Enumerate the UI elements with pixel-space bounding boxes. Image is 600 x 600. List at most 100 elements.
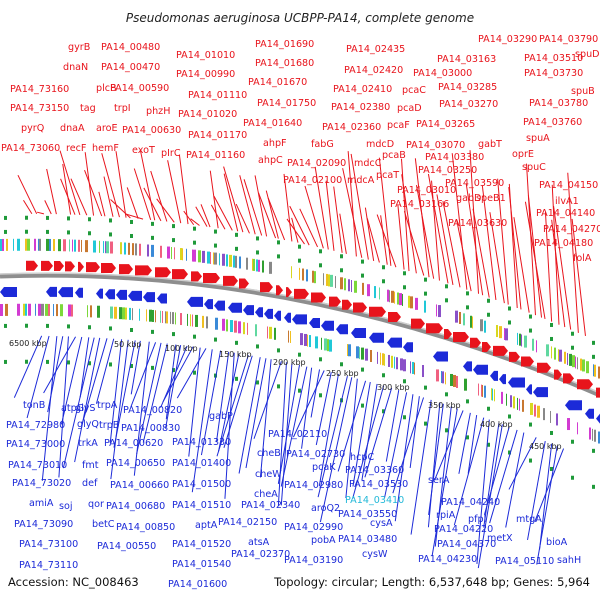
forward-leader-line [333,186,343,253]
gene-label: PA14_00470 [101,62,160,73]
cog-category-block [114,306,117,319]
reverse-gene-arrow [403,342,413,353]
scale-tick-mark [382,373,385,378]
scale-tick-mark [592,340,595,345]
cog-category-block [166,311,168,324]
reverse-leader-line [41,336,58,481]
gene-label: PA14_02730 [286,449,345,460]
scale-tick-mark [88,325,91,330]
gene-label: PA14_01680 [255,58,314,69]
cog-category-block [202,250,205,263]
forward-leader-line [126,187,139,219]
gene-label: PA14_01750 [257,98,316,109]
cog-category-block [478,383,479,396]
scale-tick-mark [403,271,406,276]
cog-category-block [491,388,492,401]
scale-tick-mark [172,332,175,337]
cog-category-block [438,305,441,318]
kbp-label: 250 kbp [326,369,359,378]
scale-tick-mark [361,259,364,264]
cog-category-block [567,418,570,431]
cog-category-block [300,333,303,346]
reverse-leader-line [191,349,213,493]
gene-label: PA14_03190 [284,555,343,566]
reverse-leader-line [13,335,43,398]
gene-label: serA [428,475,450,486]
forward-leader-line [342,168,363,258]
forward-leader-line [156,198,175,223]
scale-tick-mark [256,380,259,385]
forward-gene-arrow [203,273,220,284]
reverse-leader-line [130,342,157,408]
scale-tick-mark [424,291,427,296]
reverse-leader-line [292,370,325,438]
forward-leader-line [304,185,324,249]
forward-gene-arrow [26,260,38,271]
gene-label: fabG [311,139,334,150]
forward-gene-arrow [577,379,593,390]
reverse-gene-labels: tonB atpG glyS trpA PA14_00820 PA14_7298… [6,400,581,590]
cog-category-block [365,348,368,361]
cog-category-block [226,319,228,332]
cog-category-block [122,307,125,320]
forward-leader-line [508,186,522,310]
cog-category-block [190,314,191,327]
reverse-leader-line [319,377,353,523]
reverse-leader-line [431,408,458,557]
gene-label: PA14_00480 [101,42,160,53]
cog-category-block [387,289,389,302]
gene-label: PA14_03166 [390,199,449,210]
forward-leader-line [571,218,586,337]
forward-leader-line [183,210,195,226]
reverse-leader-line [352,385,385,499]
cog-category-block [397,292,399,305]
reverse-leader-line [238,357,261,474]
scale-tick-mark [445,284,448,289]
cog-category-block [147,244,149,257]
reverse-leader-line [527,440,546,541]
forward-leader-line [195,206,208,227]
cog-category-block [362,282,364,295]
cog-category-block [25,238,27,251]
gene-label: PA14_05110 [495,556,554,567]
scale-tick-mark [529,422,532,427]
scale-tick-mark [592,354,595,359]
gene-label: PA14_04150 [539,180,598,191]
gene-label: speB1 [476,193,506,204]
reverse-gene-arrow [204,299,213,310]
reverse-leader-line [345,378,358,499]
cog-category-block [299,267,300,280]
scale-tick-mark [340,268,343,273]
forward-gene-arrow [191,271,202,282]
cog-category-block [377,351,378,364]
gene-label: PA14_03270 [439,99,498,110]
gene-label: spuA [526,133,550,144]
gene-label: PA14_03730 [524,68,583,79]
cog-category-block [403,359,406,372]
cog-category-block [0,239,2,251]
gene-label: plcB [96,83,117,94]
forward-gene-arrow [294,288,309,299]
cog-category-block [450,373,453,386]
gene-label: cheW [255,469,282,480]
cog-category-block [501,391,503,404]
reverse-leader-line [58,336,69,478]
forward-leader-line [325,180,335,251]
cog-category-block [103,241,104,254]
cog-category-block [155,310,156,323]
cog-category-block [481,384,482,397]
gene-label: PA14_03250 [418,165,477,176]
cog-category-block [90,305,92,318]
leader-lines [13,149,586,569]
reverse-leader-line [60,336,83,425]
scale-tick-mark [508,414,511,419]
reverse-leader-line [315,372,332,446]
gene-label: aptA [195,520,218,531]
cog-category-block [234,320,237,333]
cog-category-block [506,393,507,406]
cog-category-block [519,398,520,411]
cog-category-block [180,313,182,326]
gene-label: phzH [146,106,170,117]
gene-label: PA14_00620 [104,438,163,449]
cog-category-block [394,356,395,369]
